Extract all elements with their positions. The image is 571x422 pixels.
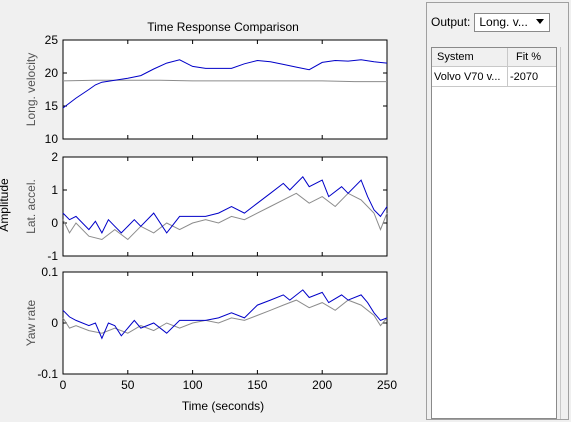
chevron-down-icon [536, 18, 545, 24]
plot-area: Time Response Comparison Time (seconds) … [0, 20, 397, 413]
y-tick-label: 20 [45, 66, 59, 80]
subplot-frame-1 [62, 39, 388, 140]
y-tick-label: 0 [51, 316, 58, 330]
output-select[interactable]: Long. v... [474, 12, 551, 32]
output-select-value: Long. v... [479, 15, 528, 29]
subplot-ylabel: Lat. accel. [24, 179, 38, 234]
y-tick-label: -0.1 [37, 367, 58, 381]
x-tick-label: 150 [247, 378, 267, 392]
subplot-ylabel: Long. velocity [24, 53, 38, 126]
fit-table: System Fit % Volvo V70 v... -2070 [431, 47, 557, 419]
y-tick-label: 25 [45, 33, 59, 47]
subplot-frame-2 [62, 156, 388, 257]
series-line-model [62, 59, 388, 109]
y-tick-label: 1 [51, 183, 58, 197]
series-line-measured [62, 299, 388, 334]
column-header-fit[interactable]: Fit % [516, 51, 542, 63]
time-response-plot: Time Response Comparison Time (seconds) … [0, 20, 397, 413]
x-tick-label: 50 [121, 378, 135, 392]
y-tick-label: 15 [45, 99, 59, 113]
series-line-measured [62, 192, 388, 241]
panel-divider [560, 47, 561, 419]
y-tick-label: 0 [51, 216, 58, 230]
table-row[interactable]: Volvo V70 v... -2070 [432, 67, 556, 87]
x-tick-label: 200 [312, 378, 332, 392]
series-line-model [62, 176, 388, 234]
y-tick-label: 10 [45, 132, 59, 146]
output-label: Output: [431, 15, 471, 29]
table-header: System Fit % [432, 48, 556, 67]
subplot-ylabel: Yaw rate [24, 299, 38, 346]
y-tick-label: 2 [51, 150, 58, 164]
x-tick-label: 0 [60, 378, 67, 392]
column-header-system[interactable]: System [432, 48, 508, 66]
x-tick-label: 250 [377, 378, 397, 392]
x-axis-label: Time (seconds) [182, 399, 264, 413]
output-row: Output: Long. v... [431, 11, 551, 33]
series-line-model [62, 289, 388, 340]
plot-title: Time Response Comparison [147, 20, 299, 34]
shared-y-label: Amplitude [0, 178, 11, 232]
cell-fit: -2070 [510, 70, 539, 83]
x-tick-label: 100 [183, 378, 203, 392]
y-tick-label: -1 [47, 249, 58, 263]
subplot-frame-3 [62, 271, 388, 375]
cell-system: Volvo V70 v... [432, 67, 508, 86]
right-panel: Output: Long. v... System Fit % Volvo V7… [426, 2, 569, 420]
y-tick-label: 0.1 [41, 265, 58, 279]
